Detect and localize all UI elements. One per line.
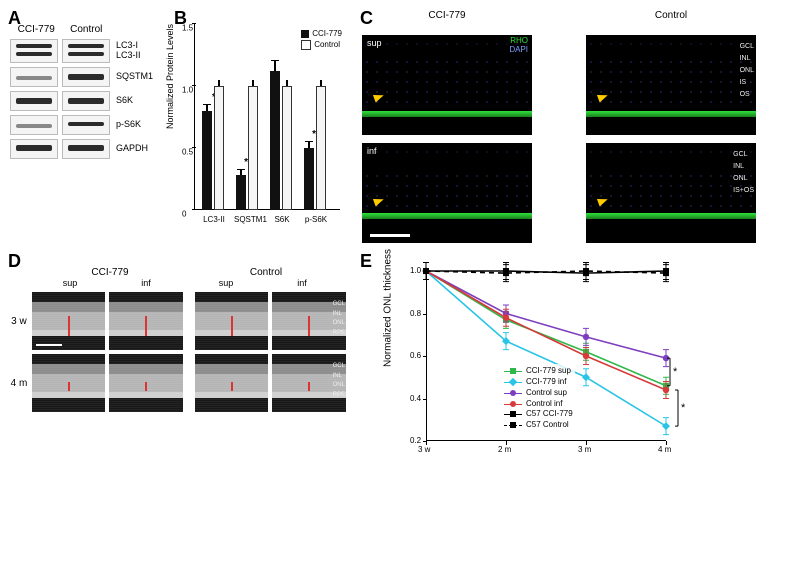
panel-e: E Normalized ONL thickness ** 0.20.40.60… [362, 253, 790, 467]
wb-protein-label: GAPDH [116, 144, 148, 154]
onl-thickness-marker [308, 382, 310, 391]
wb-protein-label: S6K [116, 96, 133, 106]
oct-layer-labels: GCLINLONLRPE [333, 362, 345, 400]
line-chart-legend: CCI-779 supCCI-779 infControl supControl… [502, 364, 575, 433]
oct-image: GCLINLONLRPE [272, 292, 346, 350]
onl-thickness-marker [68, 316, 70, 336]
wb-col-1: Control [70, 24, 102, 35]
if-image: inf [362, 143, 532, 243]
if-image: sup RHODAPI [362, 35, 532, 135]
panel-d: D CCI-779Controlsupinfsupinf3 wGCLINLONL… [10, 253, 346, 467]
svg-text:*: * [673, 366, 678, 378]
bar-chart: Normalized Protein Levels *LC3-II**SQSTM… [176, 24, 344, 234]
oct-group-header: Control [188, 267, 344, 278]
bar-ytick: 1.5 [182, 24, 193, 33]
oct-group-header: CCI-779 [32, 267, 188, 278]
bar-chart-legend: CCI-779 Control [301, 28, 342, 50]
line-xtick: 4 m [658, 445, 671, 454]
panel-d-label: D [8, 251, 21, 272]
panel-e-label: E [360, 251, 372, 272]
wb-row: p-S6K [10, 115, 160, 135]
wb-row: S6K [10, 91, 160, 111]
wb-col-0: CCI-779 [18, 24, 55, 35]
bar-xcat: p-S6K [302, 215, 330, 224]
oct-row-label: 4 m [10, 378, 28, 389]
bar-xcat: SQSTM1 [234, 215, 262, 224]
oct-image [195, 292, 269, 350]
bar-chart-ylabel: Normalized Protein Levels [165, 24, 175, 129]
if-region-tag: inf [367, 146, 377, 156]
line-chart: Normalized ONL thickness ** 0.20.40.60.8… [392, 267, 672, 467]
line-xtick: 2 m [498, 445, 511, 454]
panel-b: B Normalized Protein Levels *LC3-II**SQS… [176, 10, 346, 243]
panel-c: C CCI-779 Control sup RHODAPI GCLINLONLISO… [362, 10, 790, 243]
scalebar [36, 344, 62, 346]
oct-sub-header: inf [108, 278, 184, 288]
bar-ytick: 0 [182, 210, 186, 219]
bar-xcat: LC3-II [200, 215, 228, 224]
line-xtick: 3 w [418, 445, 430, 454]
legend-row: C57 Control [504, 420, 573, 431]
line-ytick: 0.8 [410, 309, 421, 318]
panel-c-label: C [360, 8, 373, 29]
line-ytick: 0.4 [410, 394, 421, 403]
onl-thickness-marker [145, 316, 147, 336]
if-image: GCLINLONLISOS [586, 35, 756, 135]
bar-ytick: 0.5 [182, 148, 193, 157]
legend-control: Control [314, 40, 340, 49]
legend-row: Control sup [504, 388, 573, 399]
oct-image [109, 354, 183, 412]
oct-image [109, 292, 183, 350]
panel-a-label: A [8, 8, 21, 29]
legend-row: Control inf [504, 399, 573, 410]
wb-protein-label: SQSTM1 [116, 72, 153, 82]
wb-protein-label: p-S6K [116, 120, 141, 130]
line-ytick: 1.0 [410, 266, 421, 275]
oct-image [32, 354, 106, 412]
oct-layer-labels: GCLINLONLRPE [333, 300, 345, 338]
scalebar [370, 234, 410, 237]
onl-thickness-marker [145, 382, 147, 391]
legend-row: C57 CCI-779 [504, 409, 573, 420]
onl-thickness-marker [231, 316, 233, 336]
oct-sub-header: sup [188, 278, 264, 288]
bar-chart-yaxis [194, 24, 195, 210]
oct-image: GCLINLONLRPE [272, 354, 346, 412]
oct-sub-header: inf [264, 278, 340, 288]
line-chart-ylabel: Normalized ONL thickness [383, 249, 394, 367]
wb-row: SQSTM1 [10, 67, 160, 87]
oct-image [32, 292, 106, 350]
onl-thickness-marker [308, 316, 310, 336]
bar-ytick: 1.0 [182, 86, 193, 95]
wb-column-headers: CCI-779 Control [10, 24, 110, 35]
oct-sub-header: sup [32, 278, 108, 288]
legend-row: CCI-779 inf [504, 377, 573, 388]
wb-row: GAPDH [10, 139, 160, 159]
if-region-tag: sup [367, 38, 382, 48]
oct-image [195, 354, 269, 412]
legend-row: CCI-779 sup [504, 366, 573, 377]
oct-row-label: 3 w [10, 316, 28, 327]
wb-protein-label: LC3-ILC3-II [116, 41, 141, 61]
onl-thickness-marker [231, 382, 233, 391]
line-ytick: 0.6 [410, 351, 421, 360]
if-image: GCLINLONLIS+OS [586, 143, 756, 243]
line-ytick: 0.2 [410, 436, 421, 445]
stain-legend: RHODAPI [509, 37, 528, 55]
bar-xcat: S6K [268, 215, 296, 224]
line-xtick: 3 m [578, 445, 591, 454]
legend-cci779: CCI-779 [312, 29, 342, 38]
onl-thickness-marker [68, 382, 70, 391]
panel-a: A CCI-779 Control LC3-ILC3-II SQSTM1 S6K p-… [10, 10, 160, 243]
svg-text:*: * [681, 402, 686, 414]
retina-layer-labels: GCLINLONLIS+OS [733, 149, 754, 197]
retina-layer-labels: GCLINLONLISOS [740, 41, 754, 100]
wb-row: LC3-ILC3-II [10, 39, 160, 63]
if-col-header-1: Control [586, 10, 756, 21]
if-col-header-0: CCI-779 [362, 10, 532, 21]
